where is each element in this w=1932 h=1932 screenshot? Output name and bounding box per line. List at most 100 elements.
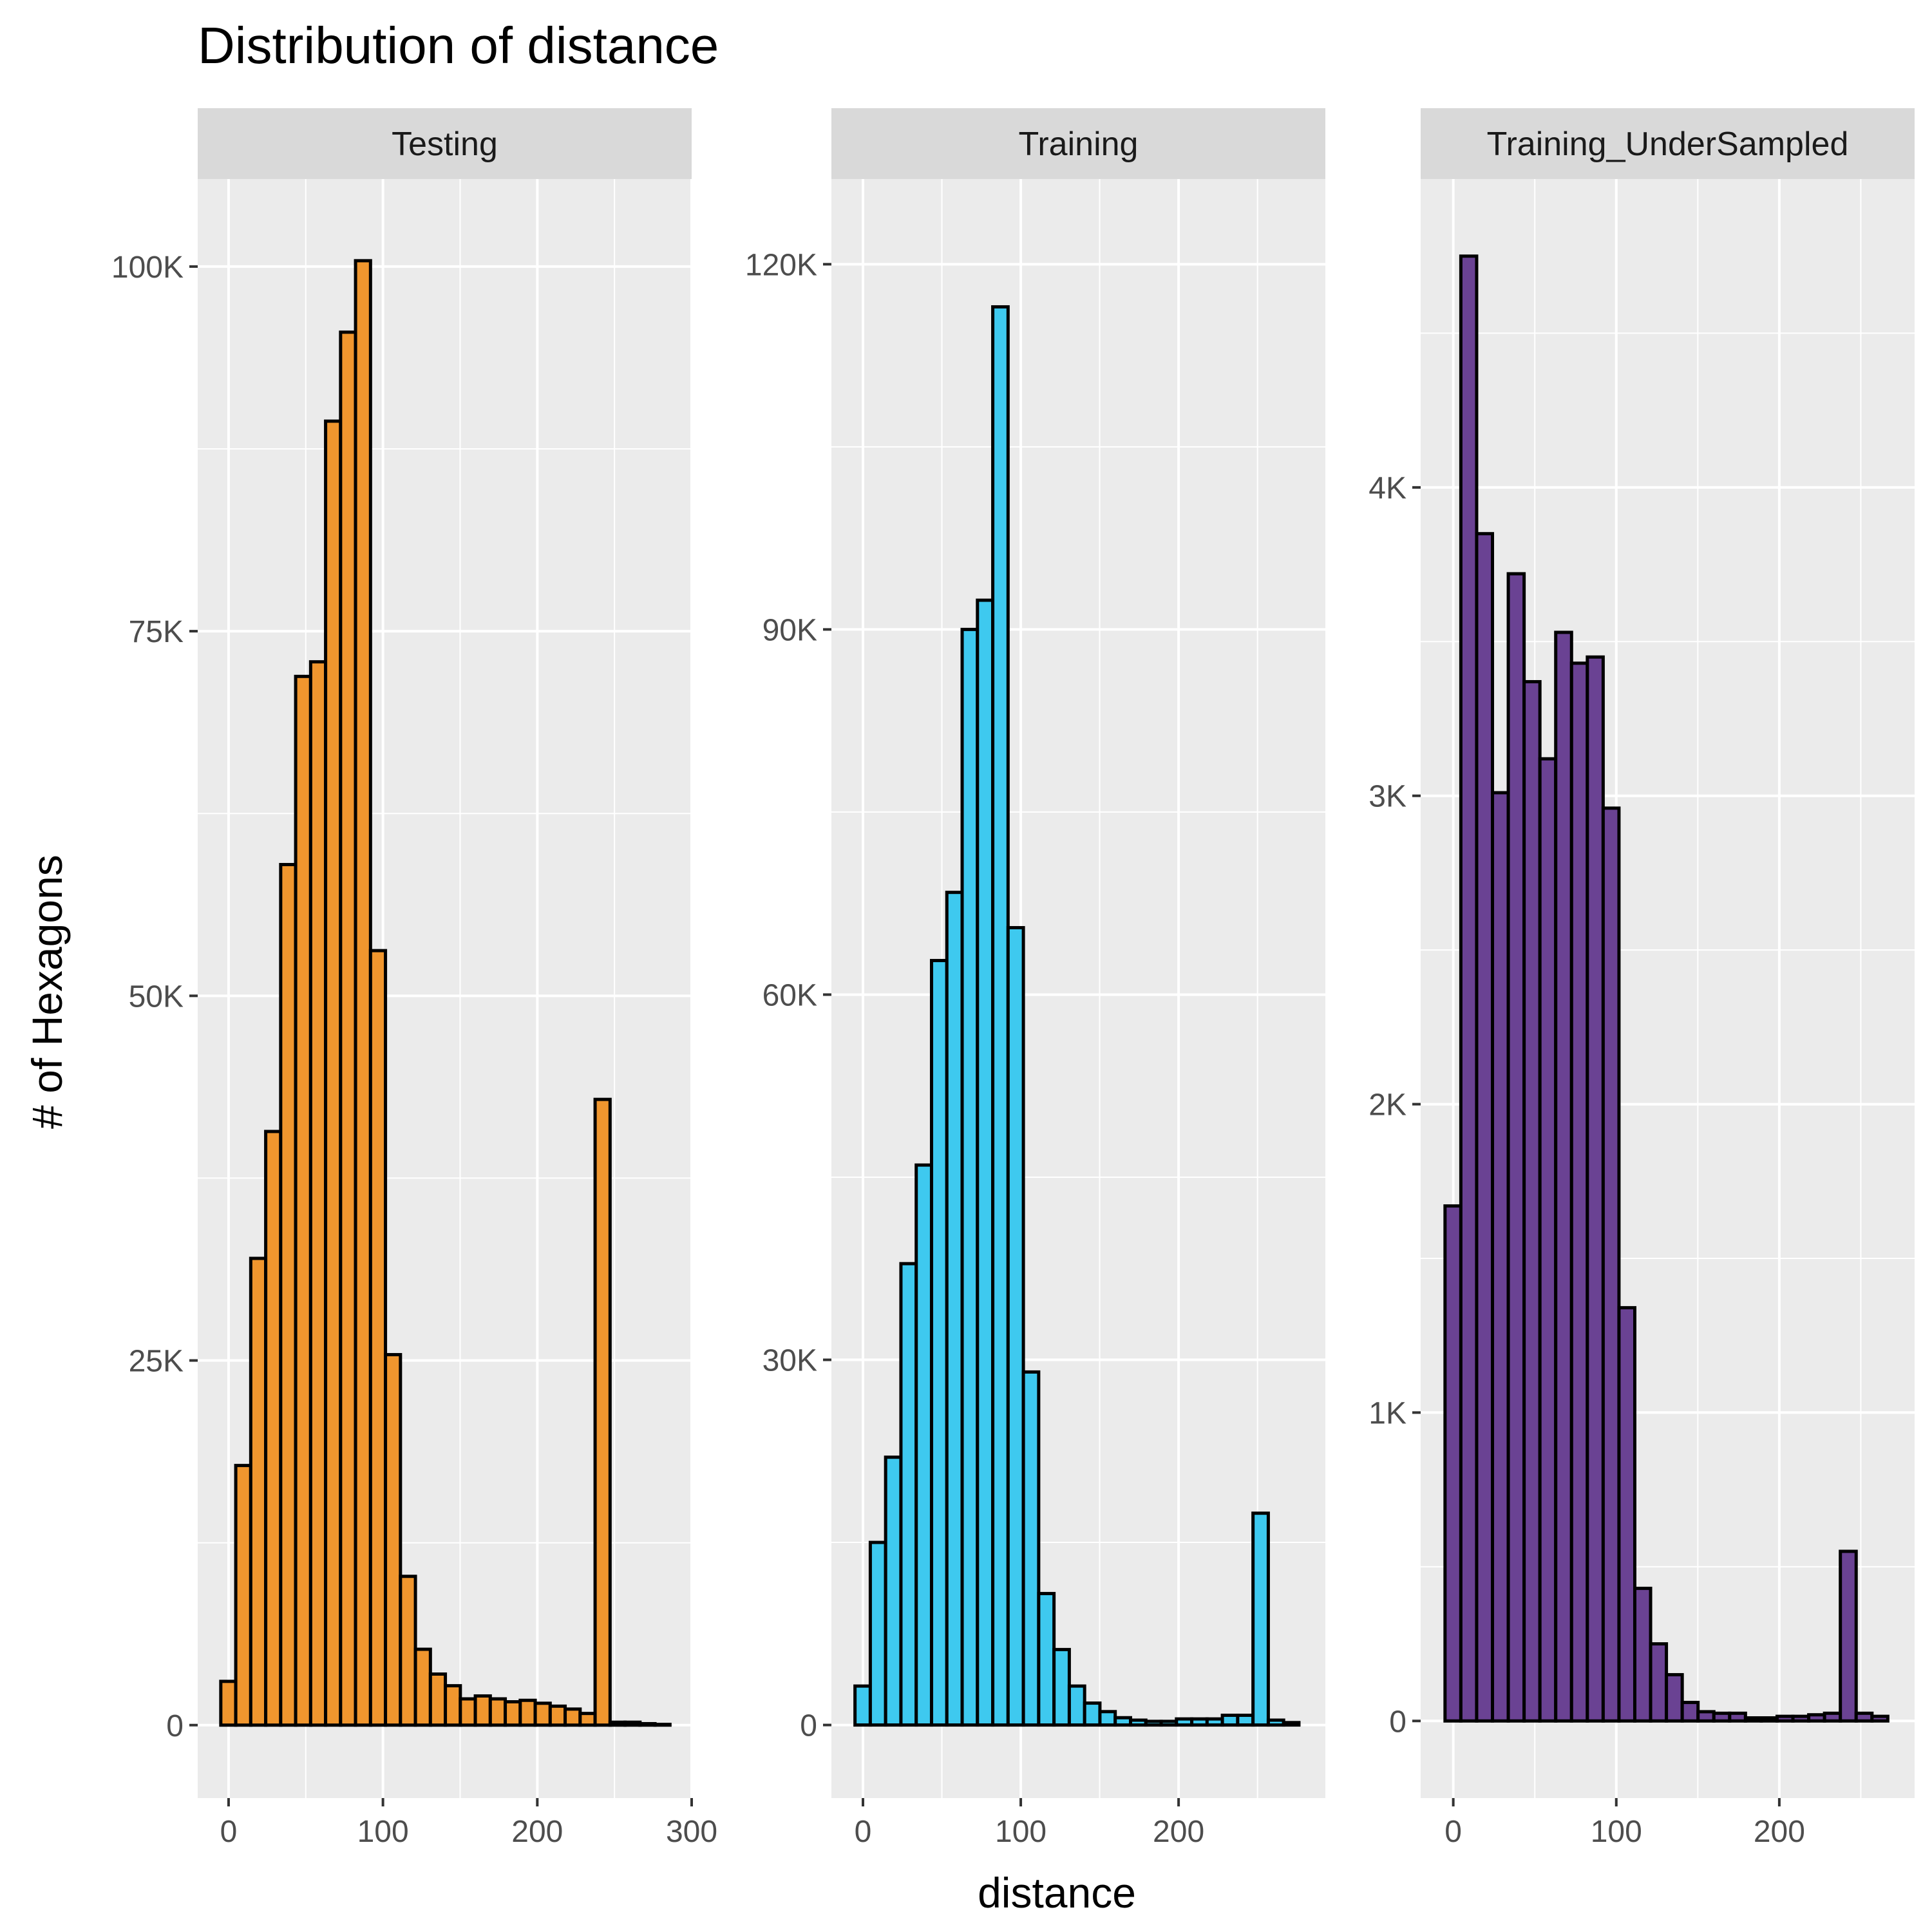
x-axis-title: distance xyxy=(978,1869,1136,1917)
histogram-bar xyxy=(914,1163,933,1727)
histogram-bar xyxy=(1696,1710,1716,1723)
histogram-bar xyxy=(279,862,298,1727)
histogram-bar xyxy=(1475,532,1495,1723)
histogram-bar xyxy=(1266,1718,1285,1727)
histogram-bar xyxy=(1506,572,1526,1723)
histogram-bar xyxy=(623,1720,642,1727)
histogram-bar xyxy=(473,1694,492,1727)
histogram-bar xyxy=(1021,1370,1041,1727)
x-tick-label: 200 xyxy=(511,1815,563,1849)
histogram-bar xyxy=(1791,1714,1811,1723)
plot-title: Distribution of distance xyxy=(198,17,719,74)
y-tick-label: 100K xyxy=(111,251,184,285)
histogram-bar xyxy=(1665,1672,1684,1723)
histogram-bar xyxy=(368,949,388,1727)
histogram-bar xyxy=(593,1097,612,1727)
histogram-bar xyxy=(1098,1710,1117,1727)
y-tick-label: 4K xyxy=(1368,471,1406,506)
y-axis-title: # of Hexagons xyxy=(23,855,71,1129)
histogram-bar xyxy=(929,959,949,1727)
histogram-bar xyxy=(1236,1713,1255,1727)
y-tick-label: 75K xyxy=(129,615,184,649)
y-tick-label: 2K xyxy=(1368,1088,1406,1122)
x-tick-label: 0 xyxy=(1444,1815,1462,1849)
facet-strip xyxy=(1421,108,1915,179)
y-tick-label: 60K xyxy=(762,978,817,1012)
x-tick-label: 200 xyxy=(1754,1815,1805,1849)
histogram-bar xyxy=(428,1672,448,1727)
x-tick-label: 100 xyxy=(995,1815,1046,1849)
histogram-bar xyxy=(1113,1716,1132,1727)
histogram-bar xyxy=(1128,1718,1148,1727)
y-tick-label: 3K xyxy=(1368,780,1406,814)
histogram-bar xyxy=(339,330,357,1727)
histogram-bar xyxy=(1839,1549,1858,1723)
histogram-bar xyxy=(294,674,312,1727)
histogram-bar xyxy=(1617,1306,1636,1723)
histogram-bar xyxy=(1712,1711,1732,1723)
histogram-bar xyxy=(1538,757,1558,1723)
y-tick-label: 0 xyxy=(1389,1705,1406,1739)
histogram-bar xyxy=(945,891,964,1727)
histogram-bar xyxy=(1633,1586,1653,1723)
histogram-bar xyxy=(1649,1642,1669,1723)
y-tick-label: 30K xyxy=(762,1344,817,1378)
histogram-bar xyxy=(1601,806,1621,1723)
histogram-bar xyxy=(1459,254,1479,1723)
histogram-bar xyxy=(1569,661,1589,1723)
histogram-bar xyxy=(354,259,372,1727)
histogram-bar xyxy=(1006,925,1025,1727)
histogram-bar xyxy=(1175,1717,1194,1727)
histogram-bars xyxy=(1443,254,1889,1723)
histogram-bar xyxy=(638,1721,657,1727)
histogram-bar xyxy=(1067,1684,1086,1727)
x-tick-label: 0 xyxy=(855,1815,872,1849)
histogram-bar xyxy=(1190,1717,1209,1727)
histogram-bar xyxy=(1823,1711,1842,1723)
y-tick-label: 1K xyxy=(1368,1396,1406,1430)
histogram-bar xyxy=(1870,1714,1889,1723)
facet-strip xyxy=(198,108,692,179)
histogram-bar xyxy=(1743,1716,1763,1723)
x-tick-label: 0 xyxy=(220,1815,238,1849)
facet-strip-label: Testing xyxy=(392,126,498,163)
histogram-bar xyxy=(1522,680,1542,1723)
histogram-bar xyxy=(533,1701,552,1727)
histogram-bar xyxy=(518,1698,537,1727)
histogram-bar xyxy=(1491,791,1510,1723)
histogram-bar xyxy=(1282,1721,1301,1727)
histogram-bar xyxy=(413,1647,432,1727)
y-tick-label: 120K xyxy=(745,248,817,282)
histogram-bar xyxy=(608,1720,627,1727)
y-tick-label: 50K xyxy=(129,980,184,1014)
histogram-bars xyxy=(219,259,672,1727)
histogram-bar xyxy=(219,1680,238,1727)
histogram-bar xyxy=(1586,655,1605,1723)
y-tick-label: 25K xyxy=(129,1345,184,1379)
histogram-bar xyxy=(1680,1701,1700,1723)
histogram-bar xyxy=(488,1697,507,1727)
x-tick-label: 100 xyxy=(1591,1815,1642,1849)
histogram-bar xyxy=(234,1464,252,1727)
histogram-bar xyxy=(868,1540,887,1727)
x-tick-label: 200 xyxy=(1153,1815,1204,1849)
histogram-bar xyxy=(578,1712,597,1727)
histogram-bar xyxy=(504,1700,522,1727)
y-tick-label: 0 xyxy=(800,1709,817,1743)
histogram-bar xyxy=(1205,1717,1224,1727)
histogram-bar xyxy=(308,660,328,1727)
histogram-bar xyxy=(899,1262,918,1727)
histogram-bar xyxy=(1554,630,1573,1723)
histogram-bar xyxy=(1083,1701,1102,1727)
x-tick-label: 300 xyxy=(666,1815,717,1849)
histogram-bar xyxy=(1807,1713,1826,1723)
histogram-bar xyxy=(976,598,995,1727)
histogram-bar xyxy=(1037,1591,1056,1727)
facet-strip-label: Training xyxy=(1019,126,1139,163)
histogram-bar xyxy=(459,1697,477,1727)
histogram-bar xyxy=(960,627,980,1727)
histogram-bar xyxy=(1159,1719,1179,1727)
histogram-bar xyxy=(1759,1716,1779,1723)
histogram-bar xyxy=(1052,1647,1071,1727)
